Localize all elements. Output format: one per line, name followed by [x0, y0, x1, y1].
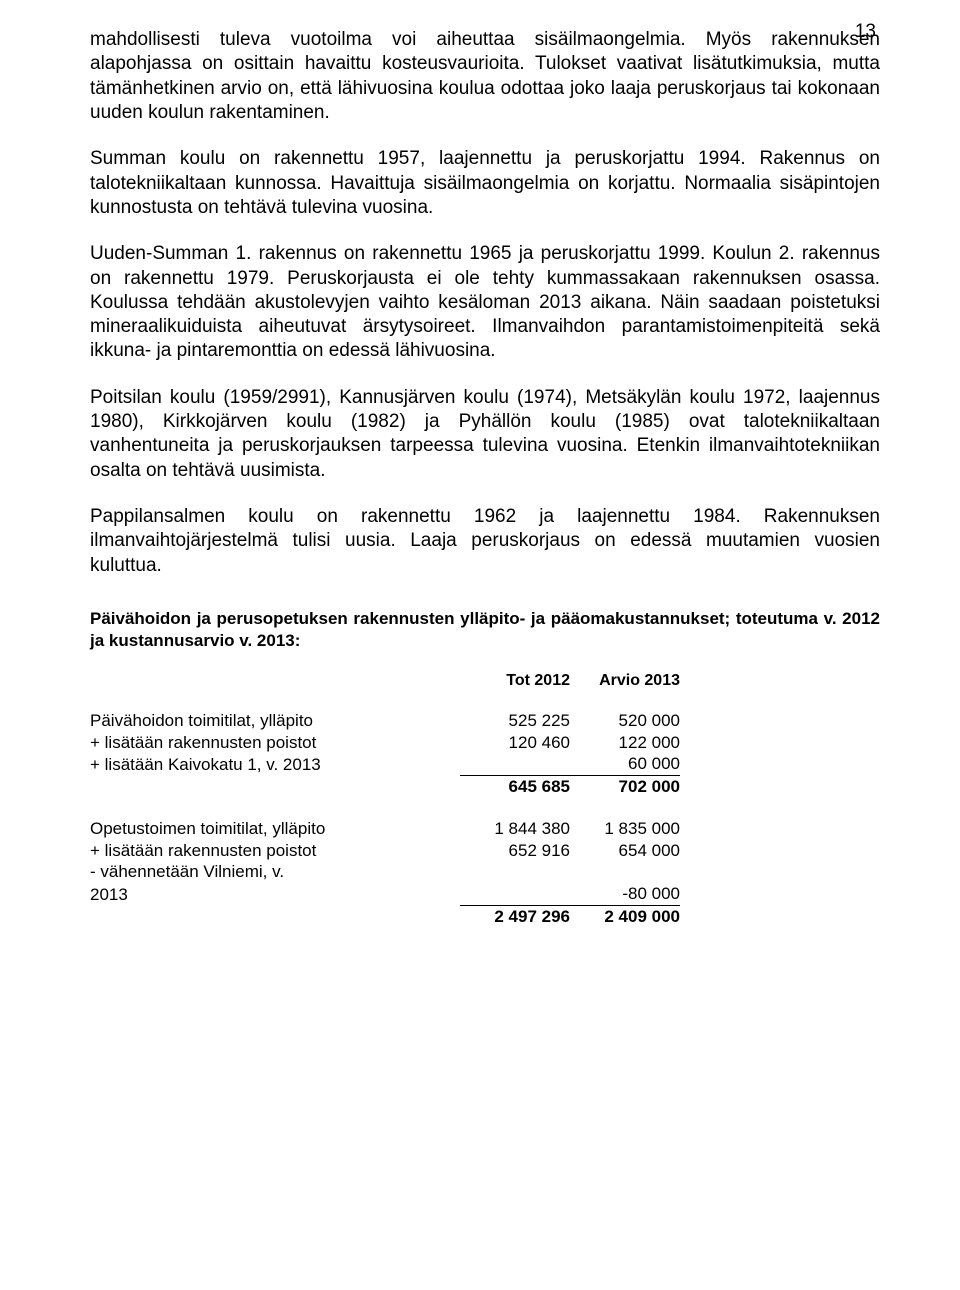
table-cell-value: [570, 861, 680, 883]
paragraph-3: Uuden-Summan 1. rakennus on rakennettu 1…: [90, 242, 880, 364]
table-cell-value: 652 916: [460, 840, 570, 862]
table-cell-value: [460, 861, 570, 883]
table-row: Opetustoimen toimitilat, ylläpito 1 844 …: [90, 818, 680, 840]
table-cell-value: 525 225: [460, 710, 570, 732]
table-cell-value: 520 000: [570, 710, 680, 732]
table-row: 2013 -80 000: [90, 883, 680, 905]
table-cell-value: [460, 753, 570, 775]
table-cell-label: + lisätään Kaivokatu 1, v. 2013: [90, 753, 460, 775]
table-cell-total: 2 497 296: [460, 905, 570, 927]
table-row: + lisätään rakennusten poistot 120 460 1…: [90, 732, 680, 754]
table-row: Päivähoidon toimitilat, ylläpito 525 225…: [90, 710, 680, 732]
table-cell-label: [90, 905, 460, 927]
table-cell-value: 654 000: [570, 840, 680, 862]
column-header-arvio2013: Arvio 2013: [570, 671, 680, 691]
table-cell-value: 120 460: [460, 732, 570, 754]
table-cell-value: [460, 883, 570, 905]
table-cell-value: 1 844 380: [460, 818, 570, 840]
table-cell-value: 1 835 000: [570, 818, 680, 840]
table-cell-value: 122 000: [570, 732, 680, 754]
table-cell-total: 2 409 000: [570, 905, 680, 927]
paragraph-4: Poitsilan koulu (1959/2991), Kannusjärve…: [90, 386, 880, 483]
table-row: + lisätään rakennusten poistot 652 916 6…: [90, 840, 680, 862]
table-paivahoito: Päivähoidon toimitilat, ylläpito 525 225…: [90, 710, 680, 798]
table-opetustoimi: Opetustoimen toimitilat, ylläpito 1 844 …: [90, 818, 680, 928]
subheading-costs: Päivähoidon ja perusopetuksen rakennuste…: [90, 608, 880, 652]
table-cell-value: -80 000: [570, 883, 680, 905]
table-cell-total: 702 000: [570, 776, 680, 798]
table-cell-label: Päivähoidon toimitilat, ylläpito: [90, 710, 460, 732]
column-spacer: [90, 671, 460, 691]
table-cell-label: [90, 776, 460, 798]
paragraph-2: Summan koulu on rakennettu 1957, laajenn…: [90, 147, 880, 220]
table-cell-label: 2013: [90, 883, 460, 905]
paragraph-1: mahdollisesti tuleva vuotoilma voi aiheu…: [90, 28, 880, 125]
table-row-total: 645 685 702 000: [90, 776, 680, 798]
table-cell-label: Opetustoimen toimitilat, ylläpito: [90, 818, 460, 840]
table-row: - vähennetään Vilniemi, v.: [90, 861, 680, 883]
table-column-headers: Tot 2012 Arvio 2013: [90, 671, 880, 691]
table-row: + lisätään Kaivokatu 1, v. 2013 60 000: [90, 753, 680, 775]
table-row-total: 2 497 296 2 409 000: [90, 905, 680, 927]
table-cell-label: + lisätään rakennusten poistot: [90, 840, 460, 862]
paragraph-5: Pappilansalmen koulu on rakennettu 1962 …: [90, 505, 880, 578]
table-cell-label: - vähennetään Vilniemi, v.: [90, 861, 460, 883]
table-cell-total: 645 685: [460, 776, 570, 798]
page-number: 13: [855, 20, 876, 44]
column-header-tot2012: Tot 2012: [460, 671, 570, 691]
table-cell-value: 60 000: [570, 753, 680, 775]
table-cell-label: + lisätään rakennusten poistot: [90, 732, 460, 754]
